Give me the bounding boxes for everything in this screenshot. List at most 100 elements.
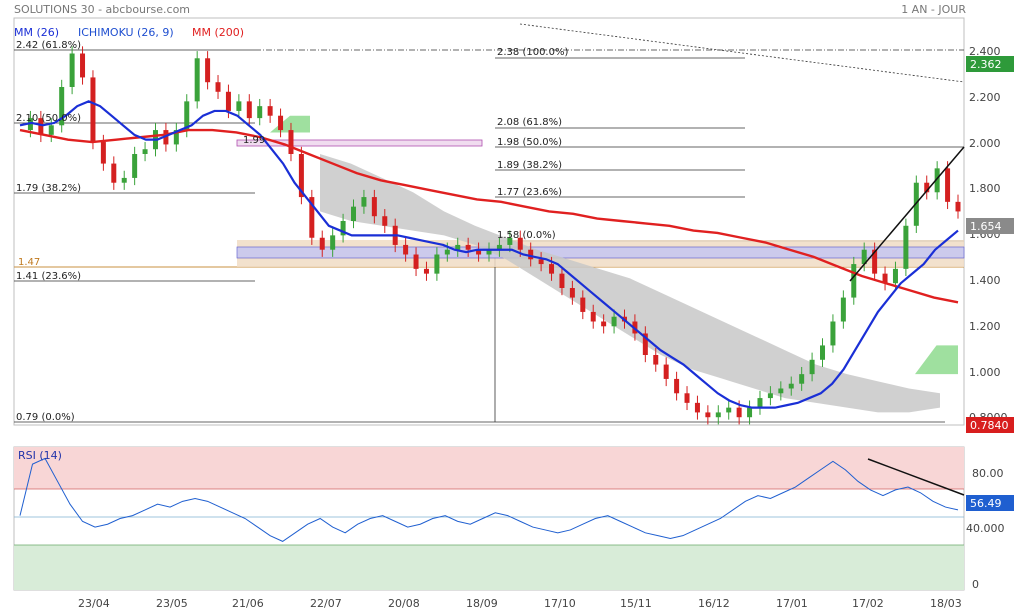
candle-body <box>246 101 252 119</box>
candle-body <box>184 101 190 131</box>
candle-body <box>194 58 200 102</box>
candle-body <box>80 53 86 78</box>
candle-body <box>517 237 523 250</box>
x-axis-label: 22/07 <box>310 597 342 610</box>
price-tick: 2.200 <box>969 91 1001 104</box>
candle-body <box>892 268 898 284</box>
rsi-line <box>19 457 959 542</box>
x-axis-label: 17/10 <box>544 597 576 610</box>
candle-body <box>351 206 357 221</box>
candle-body <box>330 235 336 250</box>
candle-body <box>913 182 919 226</box>
rsi-overbought-zone <box>14 447 964 489</box>
candle-body <box>476 249 482 255</box>
candle-body <box>580 297 586 312</box>
candle-body <box>298 154 304 198</box>
candle-body <box>726 407 732 413</box>
rsi-label: RSI (14) <box>18 449 62 462</box>
candle-body <box>205 58 211 83</box>
price-tick: 2.000 <box>969 137 1001 150</box>
mm200-line <box>19 128 959 304</box>
candle-body <box>486 249 492 255</box>
x-axis-label: 21/06 <box>232 597 264 610</box>
candle-body <box>528 249 534 260</box>
mm26-line <box>19 100 959 409</box>
candle-body <box>257 106 263 119</box>
x-axis-label: 20/08 <box>388 597 420 610</box>
ichimoku-cloud-green <box>915 345 958 375</box>
candle-body <box>611 316 617 327</box>
candle-body <box>100 142 106 164</box>
low-price-badge <box>966 417 1014 433</box>
price-tick: 1.000 <box>969 366 1001 379</box>
candle-body <box>236 101 242 111</box>
fib-label-2.38: 2.38 (100.0%) <box>497 47 568 58</box>
candle-body <box>653 355 659 365</box>
candle-body <box>455 244 461 250</box>
x-axis-label: 17/02 <box>852 597 884 610</box>
candle-body <box>48 125 54 135</box>
candle-body <box>820 345 826 360</box>
candle-body <box>549 264 555 274</box>
x-axis-label: 18/03 <box>930 597 962 610</box>
last-price-badge <box>966 218 1014 234</box>
x-axis-label: 15/11 <box>620 597 652 610</box>
candle-body <box>601 321 607 327</box>
candle-body <box>309 197 315 238</box>
candle-body <box>507 237 513 245</box>
candle-body <box>736 407 742 418</box>
candle-body <box>778 388 784 394</box>
candle-body <box>69 53 75 87</box>
candle-body <box>705 412 711 418</box>
candle-body <box>278 115 284 131</box>
candle-body <box>382 216 388 226</box>
fib-label-2.42: 2.42 (61.8%) <box>16 40 81 51</box>
candle-body <box>694 402 700 413</box>
rsi-value: 56.49 <box>970 497 1002 510</box>
candle-body <box>319 237 325 250</box>
candle-body <box>715 412 721 418</box>
candle-body <box>955 201 961 212</box>
price-tick: 1.400 <box>969 274 1001 287</box>
candle-body <box>38 118 44 135</box>
fib-label-1.99: 1.99 <box>243 135 265 146</box>
candle-body <box>413 254 419 269</box>
candle-body <box>215 82 221 92</box>
chart-period: 1 AN - JOUR <box>901 3 966 16</box>
rsi-tick: 80.00 <box>972 467 1004 480</box>
legend-ichimoku: ICHIMOKU (26, 9) <box>78 26 174 39</box>
candle-body <box>142 149 148 154</box>
candle-body <box>403 244 409 255</box>
rsi-tick: 0 <box>972 578 979 591</box>
candle-body <box>59 87 65 126</box>
ichimoku-cloud-green <box>270 115 310 133</box>
candle-body <box>924 182 930 193</box>
candle-body <box>288 130 294 154</box>
x-axis-label: 23/05 <box>156 597 188 610</box>
candle-body <box>945 168 951 202</box>
candle-body <box>674 378 680 394</box>
candle-body <box>361 197 367 207</box>
candle-body <box>757 398 763 408</box>
current-price-value: 2.362 <box>970 58 1002 71</box>
candle-body <box>934 168 940 193</box>
fib-label-1.77: 1.77 (23.6%) <box>497 187 562 198</box>
candle-body <box>423 268 429 274</box>
price-tick: 1.800 <box>969 182 1001 195</box>
fib-label-1.79: 1.79 (38.2%) <box>16 183 81 194</box>
candle-body <box>788 383 794 389</box>
candle-body <box>111 163 117 183</box>
candle-body <box>121 177 127 183</box>
candle-body <box>809 359 815 375</box>
fib-label-0.79: 0.79 (0.0%) <box>16 412 75 423</box>
candle-body <box>465 244 471 250</box>
ichimoku-cloud <box>320 154 940 413</box>
candle-body <box>267 106 273 116</box>
fib-label-1.58: 1.58 (0.0%) <box>497 230 556 241</box>
candle-body <box>496 244 502 250</box>
candle-body <box>559 273 565 288</box>
chart-title: SOLUTIONS 30 - abcbourse.com <box>14 3 191 16</box>
candle-body <box>663 364 669 379</box>
rsi-oversold-zone <box>14 545 964 590</box>
